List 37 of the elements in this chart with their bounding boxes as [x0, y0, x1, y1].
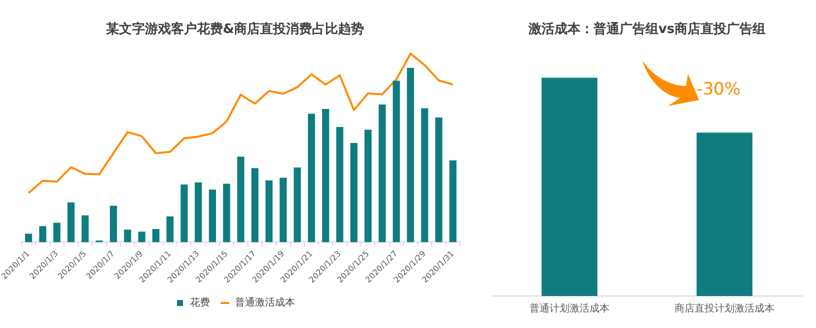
bar	[251, 168, 258, 242]
bar	[138, 232, 146, 242]
bar	[280, 178, 287, 242]
x-tick-label: 普通计划激活成本	[530, 302, 610, 315]
bar	[421, 108, 428, 242]
bar	[208, 190, 216, 242]
bar	[392, 80, 400, 242]
annotation: -30%	[696, 80, 741, 100]
bar	[152, 229, 160, 242]
bar	[336, 126, 344, 242]
bar	[266, 180, 273, 242]
bar	[435, 118, 442, 242]
bar	[378, 104, 386, 242]
x-tick-label: 商店直投计划激活成本	[674, 302, 774, 315]
bar	[364, 130, 372, 242]
bar	[308, 114, 316, 242]
bar	[294, 168, 301, 242]
bar	[350, 143, 358, 242]
bar	[110, 206, 117, 242]
chart-title: 激活成本：普通广告组vs商店直投广告组	[527, 21, 766, 38]
bar	[124, 230, 132, 242]
bar	[67, 202, 75, 242]
bar	[449, 160, 456, 242]
legend-label: 花费	[190, 296, 210, 309]
bar	[194, 182, 202, 242]
bar	[180, 184, 188, 242]
bar	[53, 222, 60, 242]
bar	[223, 184, 230, 242]
legend-label: 普通激活成本	[235, 296, 295, 309]
chart-title: 某文字游戏客户花费&商店直投消费占比趋势	[104, 21, 364, 38]
bar	[25, 234, 32, 242]
bar	[322, 109, 330, 242]
bar	[237, 156, 244, 242]
bar	[166, 216, 174, 242]
bar	[39, 226, 46, 242]
bar	[406, 68, 414, 242]
bar	[82, 215, 89, 242]
